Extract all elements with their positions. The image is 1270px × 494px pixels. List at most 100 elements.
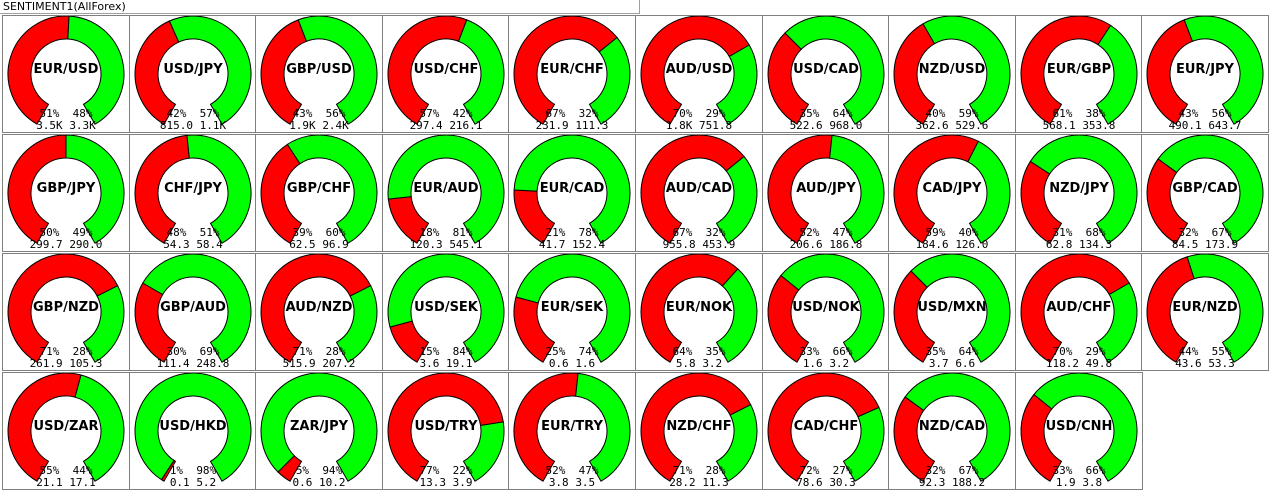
gauge-chart: [893, 135, 1011, 244]
volume-readout: 41.7 152.4: [509, 238, 635, 251]
sell-percent: 67%: [545, 107, 566, 120]
pair-label: CAD/CHF: [793, 419, 859, 434]
gauge-chart: [767, 254, 885, 363]
buy-volume: 1.1K: [199, 119, 227, 132]
buy-volume: 3.8: [1082, 476, 1103, 489]
sell-arc: [767, 373, 880, 482]
percent-readout: 71% 28%: [256, 345, 382, 358]
volume-readout: 206.6 186.8: [763, 238, 889, 251]
sell-percent: 67%: [672, 226, 693, 239]
percent-readout: 44% 55%: [1142, 345, 1268, 358]
buy-arc: [260, 373, 378, 482]
volume-readout: 568.1 353.8: [1016, 119, 1142, 132]
buy-percent: 47%: [832, 226, 853, 239]
sell-percent: 32%: [925, 464, 946, 477]
percent-readout: 30% 69%: [130, 345, 256, 358]
buy-percent: 59%: [958, 107, 979, 120]
buy-arc: [142, 254, 252, 363]
buy-arc: [387, 135, 505, 244]
gauge-cell: USD/CNH 33% 66% 1.9 3.8: [1015, 372, 1143, 490]
pair-label: GBP/USD: [286, 62, 352, 77]
sell-volume: 299.7: [29, 238, 63, 251]
percent-readout: 40% 59%: [889, 107, 1015, 120]
pair-label: USD/HKD: [159, 419, 227, 434]
gauge-chart: [893, 254, 1011, 363]
sell-percent: 5%: [295, 464, 310, 477]
buy-percent: 28%: [72, 345, 93, 358]
pair-label: EUR/USD: [33, 62, 99, 77]
gauge-chart: [893, 16, 1011, 125]
percent-readout: 31% 68%: [1016, 226, 1142, 239]
sell-percent: 44%: [1178, 345, 1199, 358]
buy-arc: [1157, 135, 1264, 244]
sell-percent: 39%: [292, 226, 313, 239]
buy-percent: 81%: [452, 226, 473, 239]
buy-arc: [515, 254, 631, 363]
percent-readout: 43% 56%: [256, 107, 382, 120]
percent-readout: 51% 48%: [3, 107, 129, 120]
gauge-chart: [134, 373, 252, 482]
sell-volume: 568.1: [1042, 119, 1076, 132]
volume-readout: 490.1 643.7: [1142, 119, 1268, 132]
buy-volume: 5.2: [196, 476, 217, 489]
buy-volume: 173.9: [1205, 238, 1239, 251]
sell-volume: 1.8K: [665, 119, 693, 132]
pair-label: GBP/CAD: [1172, 181, 1238, 196]
gauge-cell: CAD/JPY 59% 40% 184.6 126.0: [888, 134, 1016, 252]
sell-volume: 111.4: [156, 357, 190, 370]
percent-readout: 67% 32%: [509, 107, 635, 120]
buy-volume: 207.2: [322, 357, 356, 370]
sell-percent: 61%: [1052, 107, 1073, 120]
gauge-cell: EUR/NZD 44% 55% 43.6 53.3: [1141, 253, 1269, 371]
volume-readout: 111.4 248.8: [130, 357, 256, 370]
buy-arc: [715, 44, 758, 125]
volume-readout: 62.8 134.3: [1016, 238, 1142, 251]
buy-volume: 453.9: [702, 238, 736, 251]
volume-readout: 184.6 126.0: [889, 238, 1015, 251]
buy-percent: 74%: [578, 345, 599, 358]
buy-arc: [715, 155, 758, 244]
buy-percent: 49%: [72, 226, 93, 239]
sell-arc: [893, 23, 936, 125]
buy-volume: 19.1: [446, 357, 473, 370]
sell-percent: 30%: [166, 345, 187, 358]
percent-readout: 15% 84%: [383, 345, 509, 358]
sell-volume: 1.9: [1055, 476, 1076, 489]
pair-label: USD/ZAR: [33, 419, 99, 434]
buy-percent: 42%: [452, 107, 473, 120]
pair-label: GBP/NZD: [33, 300, 99, 315]
percent-readout: 50% 49%: [3, 226, 129, 239]
gauge-chart: [7, 135, 125, 244]
buy-volume: 3.2: [702, 357, 723, 370]
buy-percent: 64%: [958, 345, 979, 358]
gauge-chart: [767, 373, 885, 482]
volume-readout: 0.6 10.2: [256, 476, 382, 489]
buy-volume: 643.7: [1208, 119, 1242, 132]
sell-volume: 54.3: [163, 238, 190, 251]
percent-readout: 32% 67%: [1142, 226, 1268, 239]
sell-percent: 59%: [925, 226, 946, 239]
gauge-cell: EUR/CAD 21% 78% 41.7 152.4: [508, 134, 636, 252]
sell-percent: 43%: [292, 107, 313, 120]
sell-arc: [7, 254, 119, 363]
gauge-chart: [640, 254, 758, 363]
pair-label: CHF/JPY: [164, 181, 222, 196]
gauge-cell: EUR/SEK 25% 74% 0.6 1.6: [508, 253, 636, 371]
buy-volume: 49.8: [1085, 357, 1113, 370]
gauge-chart: [893, 373, 1011, 482]
gauge-chart: [640, 373, 758, 482]
sell-volume: 3.8: [548, 476, 569, 489]
buy-percent: 27%: [832, 464, 853, 477]
gauge-cell: EUR/JPY 43% 56% 490.1 643.7: [1141, 15, 1269, 133]
sell-arc: [260, 254, 372, 363]
gauge-cell: GBP/CHF 39% 60% 62.5 96.9: [255, 134, 383, 252]
volume-readout: 78.6 30.3: [763, 476, 889, 489]
sell-percent: 35%: [925, 345, 946, 358]
buy-percent: 69%: [199, 345, 220, 358]
gauge-chart: [513, 373, 631, 482]
sell-volume: 297.4: [409, 119, 443, 132]
pair-label: USD/CHF: [413, 62, 479, 77]
sell-percent: 33%: [799, 345, 820, 358]
pair-label: AUD/CHF: [1046, 300, 1112, 315]
percent-readout: 32% 67%: [889, 464, 1015, 477]
